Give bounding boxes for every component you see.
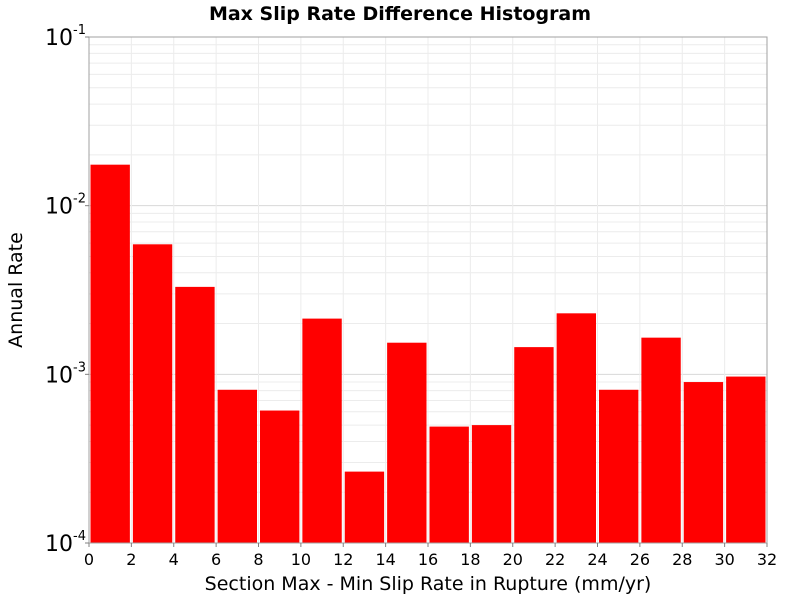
y-tick-label: 10-2	[45, 192, 86, 220]
x-tick-label: 30	[714, 550, 734, 569]
x-tick-label: 22	[545, 550, 565, 569]
x-axis-label: Section Max - Min Slip Rate in Rupture (…	[205, 573, 652, 595]
y-tick-label: 10-3	[45, 360, 86, 388]
histogram-bar	[683, 382, 724, 543]
x-tick-label: 8	[253, 550, 263, 569]
histogram-bar	[556, 313, 596, 543]
x-tick-label: 26	[630, 550, 650, 569]
x-tick-label: 28	[672, 550, 692, 569]
bars	[90, 164, 766, 544]
x-tick-label: 20	[503, 550, 523, 569]
histogram-bar	[302, 318, 342, 543]
y-axis-ticks: 10-1 10-2 10-3 10-4	[45, 23, 89, 557]
x-tick-label: 2	[126, 550, 136, 569]
histogram-bar	[260, 410, 300, 543]
histogram-bar	[726, 376, 766, 543]
chart-title: Max Slip Rate Difference Histogram	[209, 3, 591, 25]
x-tick-label: 10	[291, 550, 311, 569]
histogram-bar	[344, 471, 385, 543]
y-axis-label: Annual Rate	[5, 232, 27, 348]
x-tick-label: 12	[333, 550, 353, 569]
histogram-bar	[429, 426, 469, 543]
histogram-bar	[90, 164, 130, 543]
x-tick-label: 0	[84, 550, 94, 569]
histogram-bar	[514, 347, 554, 543]
y-tick-label: 10-1	[45, 23, 86, 51]
histogram-bar	[175, 286, 215, 543]
x-tick-label: 4	[169, 550, 179, 569]
histogram-bar	[132, 244, 173, 544]
y-tick-label: 10-4	[45, 529, 86, 557]
histogram-bar	[599, 389, 639, 543]
x-tick-label: 32	[757, 550, 777, 569]
histogram-bar	[471, 425, 512, 543]
x-tick-label: 14	[375, 550, 395, 569]
x-tick-label: 16	[418, 550, 438, 569]
histogram-bar	[217, 389, 257, 543]
histogram-bar	[641, 337, 681, 543]
x-tick-label: 24	[587, 550, 607, 569]
x-tick-label: 18	[460, 550, 480, 569]
histogram-bar	[387, 342, 427, 543]
x-tick-label: 6	[211, 550, 221, 569]
x-axis-ticks: 0 2 4 6 8 10 12 14 16 18 20 22 24 26 28 30 32	[84, 543, 777, 569]
